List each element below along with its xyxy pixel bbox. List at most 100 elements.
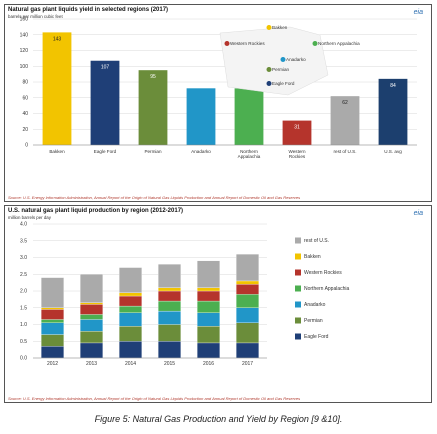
bar-segment xyxy=(80,331,103,344)
region-marker xyxy=(266,81,272,86)
bar xyxy=(186,88,216,145)
y-tick-label: 0.5 xyxy=(20,339,27,345)
region-marker xyxy=(280,57,286,62)
y-tick-label: 140 xyxy=(20,32,29,38)
bar-segment xyxy=(158,290,181,302)
chart-title: Natural gas plant liquids yield in selec… xyxy=(8,7,169,13)
bar-segment xyxy=(158,300,181,312)
y-axis-unit: million barrels per day xyxy=(8,215,51,220)
data-label: 143 xyxy=(53,36,62,42)
bar-segment xyxy=(236,254,259,282)
bar-segment xyxy=(197,342,220,359)
legend-label: Permian xyxy=(304,318,323,324)
y-tick-label: 0.0 xyxy=(20,356,27,362)
map-region-label: Eagle Ford xyxy=(272,81,295,86)
bar-segment xyxy=(197,260,220,288)
yield-chart-panel: Natural gas plant liquids yield in selec… xyxy=(4,4,432,202)
x-tick-label: Permian xyxy=(144,149,162,154)
bar-segment xyxy=(80,319,103,332)
legend-swatch xyxy=(295,301,301,308)
data-label: 31 xyxy=(294,125,300,131)
bar-segment xyxy=(236,280,259,285)
x-tick-label: Bakken xyxy=(49,149,65,154)
bar-segment xyxy=(158,287,181,292)
bar-segment xyxy=(41,307,64,310)
us-region-map: Bakken Western Rockies Northern Appalachia… xyxy=(219,25,360,96)
x-tick-label: Rockies xyxy=(289,154,306,159)
map-region-label: Bakken xyxy=(272,25,288,30)
x-tick-label: Western xyxy=(288,149,305,154)
bar xyxy=(234,88,264,145)
data-label: 62 xyxy=(342,100,348,106)
bar-segment xyxy=(197,326,220,344)
legend-label: Western Rockies xyxy=(304,270,342,276)
y-tick-label: 3.5 xyxy=(20,238,27,244)
bar-segment xyxy=(236,322,259,344)
legend-label: Anadarko xyxy=(304,302,326,308)
us-map-outline xyxy=(219,26,329,96)
legend-swatch xyxy=(295,317,301,324)
yield-bar-chart: 0 20 40 60 80 100 120 140 160 143 Bakken 107 Eagle F… xyxy=(20,17,417,159)
y-axis-unit: barrels per million cubic feet xyxy=(8,14,63,19)
x-tick-label: 2014 xyxy=(125,361,136,367)
y-tick-label: 3.0 xyxy=(20,255,27,261)
x-tick-label: rest of U.S. xyxy=(334,149,357,154)
y-tick-label: 80 xyxy=(22,80,28,86)
region-marker xyxy=(266,67,272,72)
bar-segment xyxy=(119,341,142,359)
bar-segment xyxy=(197,287,220,292)
eia-logo: eia xyxy=(413,9,423,16)
bar-segment xyxy=(80,342,103,359)
bar-segment xyxy=(197,290,220,302)
production-chart-panel: U.S. natural gas plant liquid production… xyxy=(4,205,432,403)
x-tick-label: Northern xyxy=(240,149,258,154)
bar-segment xyxy=(236,307,259,323)
region-marker xyxy=(312,41,318,46)
bar-segment xyxy=(119,312,142,327)
bar-segment xyxy=(236,284,259,295)
bar-segment xyxy=(41,322,64,335)
y-tick-label: 1.0 xyxy=(20,322,27,328)
y-tick-label: 20 xyxy=(22,127,28,133)
legend-label: rest of U.S. xyxy=(304,238,329,244)
bar-segment xyxy=(158,264,181,288)
bar-segment xyxy=(80,274,103,303)
x-tick-label: Eagle Ford xyxy=(94,149,117,154)
bar xyxy=(282,120,312,145)
x-tick-label: 2017 xyxy=(242,361,253,367)
bar-segment xyxy=(119,326,142,342)
chart-source: Source: U.S. Energy Information Administ… xyxy=(8,195,301,200)
legend-label: Bakken xyxy=(304,254,321,260)
bar xyxy=(330,96,360,145)
y-tick-label: 120 xyxy=(20,48,29,54)
legend-swatch xyxy=(295,285,301,292)
y-tick-label: 2.0 xyxy=(20,289,27,295)
map-region-label: Permian xyxy=(272,67,290,72)
legend-label: Northern Appalachia xyxy=(304,286,350,292)
bar-segment xyxy=(41,346,64,359)
bar-segment xyxy=(80,302,103,305)
bar-segment xyxy=(158,310,181,325)
legend-swatch xyxy=(295,269,301,276)
bar-segment xyxy=(158,341,181,359)
bar xyxy=(378,78,408,145)
x-tick-label: U.S. avg xyxy=(384,149,402,154)
bar xyxy=(90,60,120,145)
x-tick-label: Anadarko xyxy=(191,149,211,154)
bar-segment xyxy=(158,324,181,342)
y-tick-label: 2.5 xyxy=(20,272,27,278)
x-tick-label: 2013 xyxy=(86,361,97,367)
production-stacked-bar-chart: 0.0 0.5 1.0 1.5 2.0 2.5 3.0 3.5 4.0 2012 2013 2014 2… xyxy=(20,222,350,367)
bar-segment xyxy=(119,292,142,297)
bar-segment xyxy=(119,305,142,313)
bar-segment xyxy=(236,294,259,308)
y-tick-label: 1.5 xyxy=(20,305,27,311)
bar-segment xyxy=(197,300,220,313)
bar-segment xyxy=(80,304,103,315)
x-tick-label: 2015 xyxy=(164,361,175,367)
bar-segment xyxy=(41,309,64,320)
bar xyxy=(42,32,72,146)
bar-segment xyxy=(41,277,64,308)
bar-segment xyxy=(197,312,220,327)
y-tick-label: 60 xyxy=(22,95,28,101)
